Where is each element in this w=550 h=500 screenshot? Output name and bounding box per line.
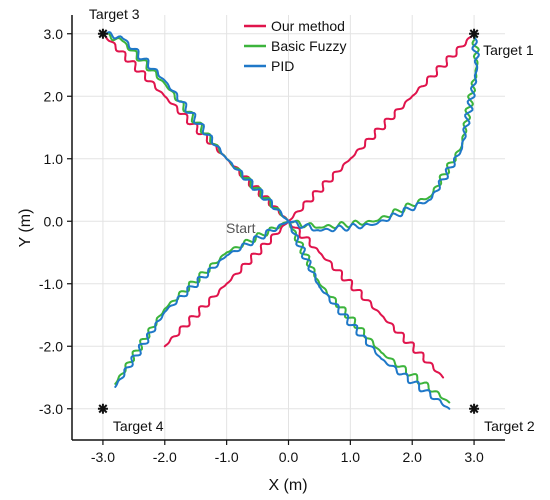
- target-marker: [469, 403, 480, 414]
- x-tick-label: -3.0: [91, 449, 115, 465]
- y-tick-label: -1.0: [39, 276, 63, 292]
- x-tick-label: -2.0: [153, 449, 177, 465]
- target-label: Target 2: [484, 418, 535, 434]
- x-tick-label: 0.0: [279, 449, 299, 465]
- start-annotation: Start: [226, 220, 256, 236]
- target-label: Target 3: [89, 6, 140, 22]
- series-layer: [101, 31, 480, 410]
- target-label: Target 4: [113, 418, 164, 434]
- y-tick-label: 2.0: [44, 88, 64, 104]
- y-tick-label: -3.0: [39, 401, 63, 417]
- legend: Our method Basic Fuzzy PID: [244, 18, 346, 74]
- x-tick-label: 1.0: [341, 449, 361, 465]
- legend-entry-label: Basic Fuzzy: [271, 38, 346, 54]
- grid: [72, 15, 505, 440]
- y-tick-label: 3.0: [44, 26, 64, 42]
- legend-entry-label: Our method: [271, 18, 345, 34]
- target-marker: [97, 28, 108, 39]
- y-tick-label: -2.0: [39, 338, 63, 354]
- y-tick-label: 1.0: [44, 151, 64, 167]
- x-tick-label: 2.0: [402, 449, 422, 465]
- legend-entry-label: PID: [271, 58, 294, 74]
- target-marker: [469, 28, 480, 39]
- series-line-1: [101, 32, 480, 404]
- target-label: Target 1: [483, 42, 534, 58]
- series-line-2: [101, 31, 480, 410]
- x-tick-label: -1.0: [215, 449, 239, 465]
- x-tick-label: 3.0: [464, 449, 484, 465]
- y-tick-label: 0.0: [44, 213, 64, 229]
- x-axis-label: X (m): [268, 477, 307, 494]
- ticks: -3.0 -2.0 -1.0 0.0 1.0 2.0 3.0 -3.0 -2.0 -1.0 0.0 1…: [39, 26, 484, 465]
- target-marker: [97, 403, 108, 414]
- y-axis-label: Y (m): [17, 209, 34, 248]
- targets: Target 1 Target 2 Target 3 Target 4: [89, 6, 535, 434]
